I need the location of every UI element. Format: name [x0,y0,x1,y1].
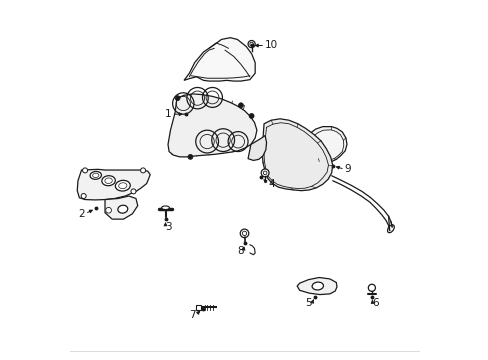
Polygon shape [77,169,150,200]
Circle shape [263,171,266,175]
Circle shape [242,231,246,235]
Text: 7: 7 [188,310,195,320]
Polygon shape [262,119,332,191]
Polygon shape [297,278,336,294]
Text: 9: 9 [344,164,351,174]
Circle shape [82,168,87,173]
Ellipse shape [161,206,169,210]
Polygon shape [168,94,256,157]
Bar [195,305,201,310]
Circle shape [367,284,375,291]
Polygon shape [105,196,138,219]
Polygon shape [305,127,346,162]
Circle shape [131,189,136,194]
Circle shape [261,169,268,177]
Ellipse shape [118,205,127,213]
Circle shape [105,207,111,213]
Ellipse shape [115,180,130,191]
Ellipse shape [311,282,323,290]
Circle shape [187,154,192,159]
Ellipse shape [102,176,115,186]
Circle shape [175,96,180,101]
Circle shape [81,194,86,198]
Text: 8: 8 [236,246,243,256]
Circle shape [248,113,254,118]
Circle shape [240,229,248,238]
Text: 2: 2 [78,209,85,219]
Circle shape [238,103,243,108]
Circle shape [141,168,145,173]
Text: 3: 3 [165,222,172,232]
Text: 4: 4 [268,179,275,189]
Polygon shape [183,38,255,81]
Polygon shape [247,135,266,161]
Ellipse shape [90,171,101,179]
Text: 6: 6 [372,298,379,308]
Circle shape [247,41,255,48]
Text: 10: 10 [264,40,278,50]
Text: 5: 5 [305,298,311,308]
Text: 1: 1 [164,109,171,119]
